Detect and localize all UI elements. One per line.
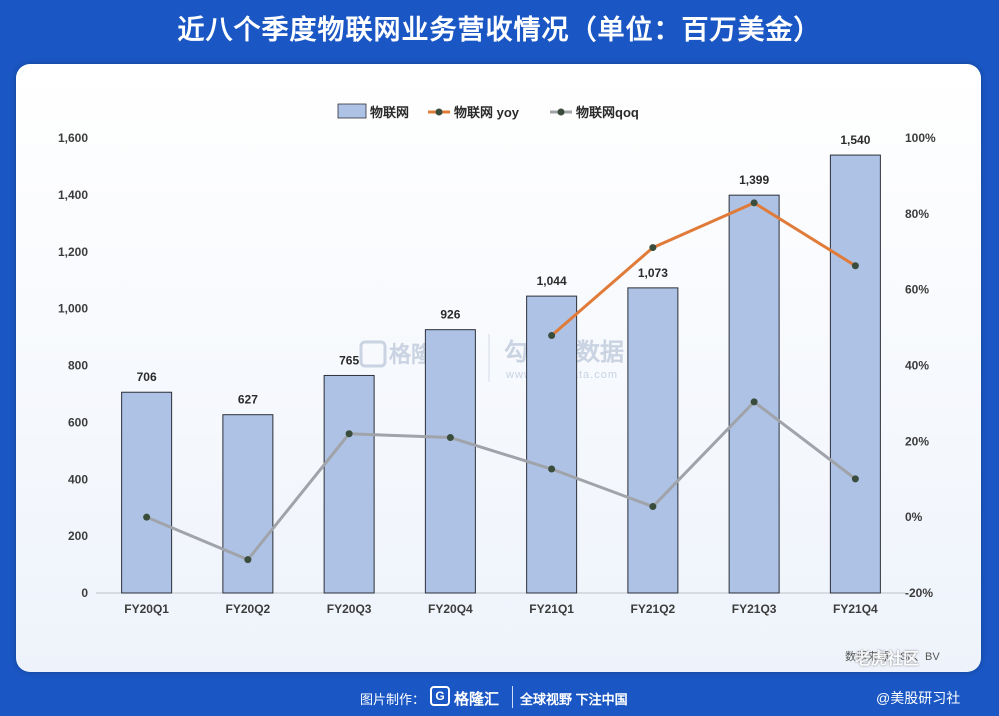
bar-data-label: 706 [137,370,157,384]
qoq-point [143,513,151,521]
qoq-point [851,475,859,483]
qoq-point [649,503,657,511]
bar [121,391,173,594]
yoy-point [851,262,859,270]
bar-data-label: 765 [339,353,359,367]
corner-watermark: 老虎社区 [855,651,920,668]
qoq-point [244,556,252,564]
y-left-tick-label: 600 [68,415,88,429]
watermark-logo-icon [359,340,387,368]
y-left-tick-label: 1,400 [58,188,88,202]
y-left-tick-label: 1,200 [58,245,88,259]
qoq-point [446,434,454,442]
x-tick-label: FY21Q2 [631,602,676,616]
footer-made-by: 图片制作： [360,692,426,707]
y-right-tick-label: 20% [905,434,929,448]
legend-label: 物联网 [370,105,409,120]
y-left-tick-label: 1,000 [58,302,88,316]
x-tick-label: FY20Q1 [124,602,169,616]
bar-data-label: 1,044 [537,274,567,288]
y-left-tick-label: 200 [68,529,88,543]
yoy-point [548,332,556,340]
yoy-point [750,199,758,207]
qoq-point [750,398,758,406]
bar-data-label: 926 [440,308,460,322]
bar-data-label: 1,399 [739,173,769,187]
bar [526,295,578,594]
y-right-tick-label: 60% [905,283,929,297]
bar [728,194,780,594]
bar-data-label: 627 [238,393,258,407]
footer-slogan: 全球视野 下注中国 [520,692,628,707]
page-title: 近八个季度物联网业务营收情况（单位：百万美金） [177,15,822,45]
qoq-point [345,430,353,438]
qoq-point [548,465,556,473]
x-tick-label: FY21Q1 [529,602,574,616]
source-note: 数据来源：SF、BV [845,651,940,663]
y-right-tick-label: 80% [905,207,929,221]
y-right-tick-label: 0% [905,510,923,524]
bar [627,287,679,594]
footer-brand: 格隆汇 [454,691,500,708]
legend-label: 物联网qoq [576,105,639,120]
bar [323,374,375,594]
y-left-tick-label: 400 [68,472,88,486]
legend-marker-yoy [435,108,443,116]
bar [424,329,476,594]
bar [829,154,881,594]
chart-card: 格隆汇勾股大数据www.gogudata.com02004006008001,0… [16,64,981,672]
brand-logo-icon: G [430,686,450,706]
y-right-tick-label: 40% [905,359,929,373]
footer: 图片制作： G 格隆汇 全球视野 下注中国 @美股研习社 [0,680,999,716]
y-left-tick-label: 1,600 [58,131,88,145]
qoq-line [146,400,857,562]
legend-marker-qoq [557,108,565,116]
yoy-point [649,244,657,252]
y-left-tick-label: 800 [68,359,88,373]
y-right-tick-label: 100% [905,131,936,145]
y-right-tick-label: -20% [905,586,933,600]
x-tick-label: FY20Q3 [327,602,372,616]
legend-swatch-bar [337,103,367,119]
x-tick-label: FY21Q4 [833,602,878,616]
footer-divider [512,686,513,708]
x-tick-label: FY20Q4 [428,602,473,616]
yoy-line [550,201,857,337]
x-tick-label: FY21Q3 [732,602,777,616]
chart: 格隆汇勾股大数据www.gogudata.com02004006008001,0… [58,103,936,616]
bar-data-label: 1,540 [840,133,870,147]
legend-label: 物联网 yoy [454,105,520,120]
bar [222,414,274,594]
bar-data-label: 1,073 [638,266,668,280]
footer-handle: @美股研习社 [876,690,961,706]
x-tick-label: FY20Q2 [226,602,271,616]
y-left-tick-label: 0 [81,586,88,600]
